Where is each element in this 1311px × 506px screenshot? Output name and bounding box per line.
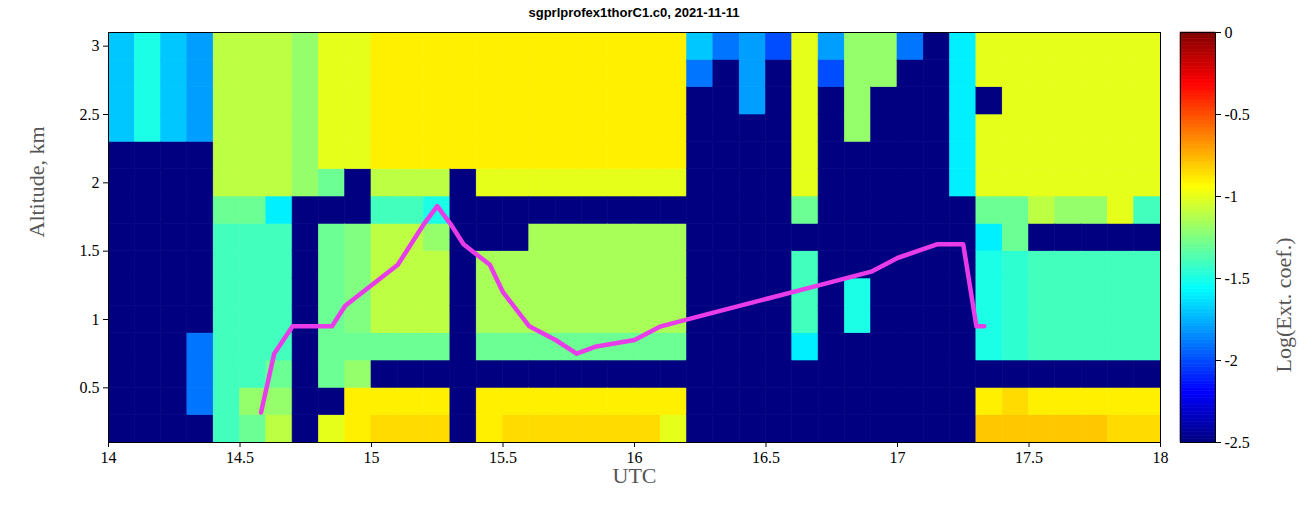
svg-text:14.5: 14.5 [226,449,254,466]
svg-text:-0.5: -0.5 [1225,106,1250,123]
svg-text:Altitude, km: Altitude, km [24,126,49,237]
svg-text:-2: -2 [1225,352,1238,369]
svg-text:0.5: 0.5 [80,379,100,396]
svg-text:15.5: 15.5 [489,449,517,466]
svg-text:1.5: 1.5 [80,242,100,259]
svg-text:17: 17 [890,449,906,466]
svg-text:-1.5: -1.5 [1225,270,1250,287]
svg-text:3: 3 [92,37,100,54]
svg-text:1: 1 [92,311,100,328]
svg-text:2: 2 [92,174,100,191]
html-text:sgprlprofex1thorC1.c0, 2021-11: sgprlprofex1thorC1.c0, 2021-11-11 [528,5,740,20]
svg-text:18: 18 [1153,449,1169,466]
svg-text:Log(Ext. coef.): Log(Ext. coef.) [1271,238,1296,373]
svg-text:0: 0 [1225,24,1233,41]
svg-text:14: 14 [101,449,117,466]
svg-text:UTC: UTC [613,463,657,488]
svg-text:2.5: 2.5 [80,106,100,123]
svg-text:15: 15 [364,449,380,466]
svg-text:17.5: 17.5 [1015,449,1043,466]
svg-text:-1: -1 [1225,188,1238,205]
svg-text:-2.5: -2.5 [1225,434,1250,451]
svg-text:16: 16 [626,448,643,466]
svg-text:16.5: 16.5 [752,449,780,466]
